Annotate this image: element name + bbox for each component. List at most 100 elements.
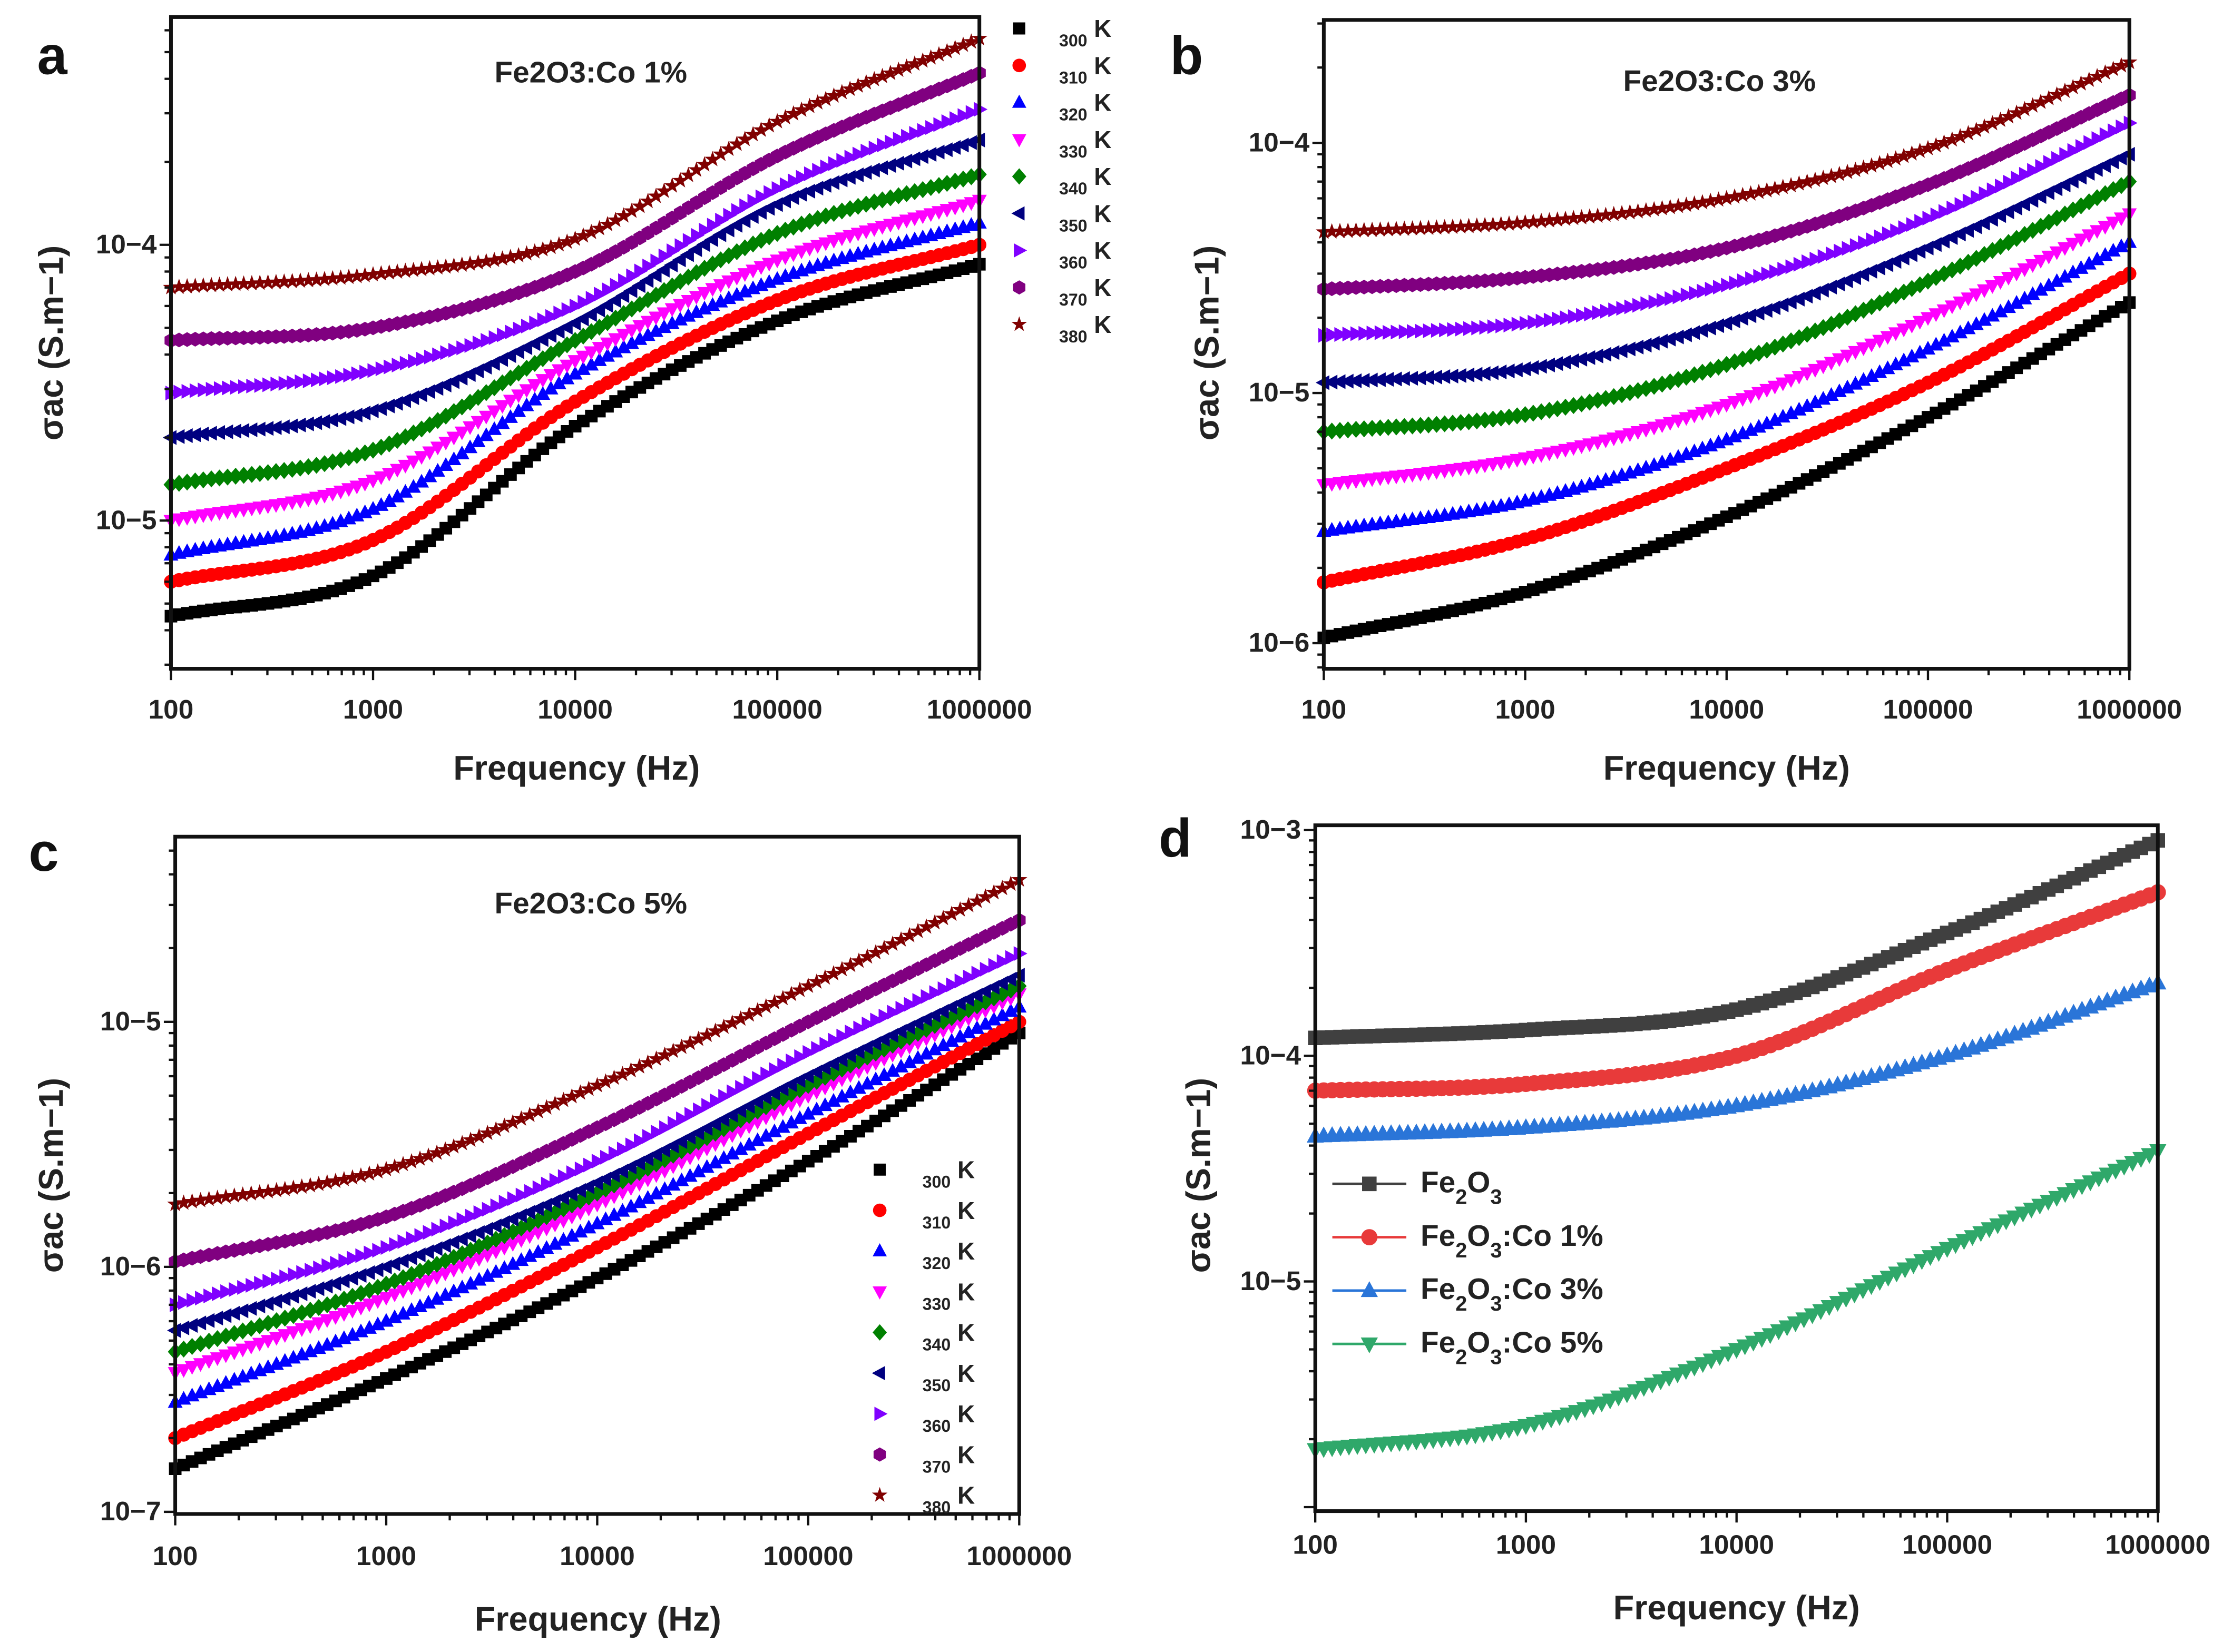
data-point <box>526 243 543 259</box>
data-point <box>179 278 195 294</box>
data-point <box>293 1178 310 1194</box>
data-point <box>753 261 769 275</box>
data-point <box>758 1128 774 1142</box>
data-point <box>1936 332 1952 347</box>
data-point <box>1501 363 1515 379</box>
data-point <box>850 167 864 182</box>
legend-item: Fe2O3:Co 3% <box>1332 1273 1603 1315</box>
data-point <box>931 144 945 160</box>
data-point <box>616 339 631 353</box>
data-point <box>313 1260 327 1275</box>
data-point <box>1712 280 1727 295</box>
data-point <box>796 170 810 185</box>
legend-item: 360 K <box>1014 237 1111 272</box>
data-point <box>935 910 952 926</box>
data-point <box>876 1067 892 1081</box>
data-point <box>851 1080 867 1094</box>
data-point <box>504 1114 521 1129</box>
data-point <box>1656 293 1670 308</box>
data-point <box>205 381 220 397</box>
data-point <box>201 1313 215 1328</box>
data-point <box>472 335 486 351</box>
x-tick-label: 1000 <box>1496 1530 1556 1560</box>
data-point <box>887 1005 901 1020</box>
data-point <box>1863 157 1880 173</box>
data-point <box>1364 372 1378 388</box>
data-point <box>456 340 471 356</box>
data-point <box>802 212 817 230</box>
data-point <box>1985 242 2000 259</box>
data-point <box>606 1207 622 1221</box>
data-point <box>1568 309 1582 324</box>
data-point <box>1455 321 1469 337</box>
data-point <box>519 397 534 411</box>
data-point <box>1348 373 1362 388</box>
data-point <box>825 965 842 981</box>
legend-marker-star-icon <box>1011 316 1027 331</box>
data-point <box>817 1081 833 1096</box>
data-point <box>1944 261 1960 279</box>
data-point <box>228 467 243 485</box>
data-point <box>955 199 971 213</box>
data-point <box>1606 205 1622 221</box>
data-point <box>188 472 203 490</box>
data-point <box>1509 362 1523 378</box>
data-point <box>1976 284 1992 298</box>
data-point <box>397 1234 412 1249</box>
data-point <box>522 1248 537 1262</box>
legend-marker-hexagon-icon <box>1013 280 1026 295</box>
data-point <box>423 1225 437 1240</box>
data-point <box>640 316 655 330</box>
data-point <box>1679 412 1694 426</box>
data-point <box>456 1212 471 1227</box>
data-point <box>503 395 518 409</box>
series-310-k <box>164 238 987 589</box>
data-point <box>1775 409 1790 423</box>
data-point <box>404 1302 419 1316</box>
data-point <box>497 1227 512 1244</box>
data-point <box>1678 196 1695 212</box>
data-point <box>1927 137 1944 153</box>
data-point <box>1809 251 1824 267</box>
data-point <box>1557 355 1571 370</box>
data-point <box>589 1077 605 1093</box>
data-point <box>1976 312 1992 326</box>
data-point <box>1944 131 1961 147</box>
x-axis-label: Frequency (Hz) <box>1613 1588 1860 1627</box>
data-point <box>1380 371 1394 387</box>
data-point <box>564 1211 580 1225</box>
data-point <box>268 1293 282 1309</box>
data-point <box>1670 329 1684 345</box>
data-point <box>1896 352 1912 367</box>
data-point <box>1687 366 1702 384</box>
data-point <box>729 135 745 151</box>
data-point <box>743 1075 758 1090</box>
data-point <box>1404 220 1421 236</box>
data-point <box>874 160 888 175</box>
data-point <box>1581 350 1595 365</box>
data-point <box>2001 272 2016 286</box>
data-point <box>1528 314 1542 330</box>
data-point <box>1640 296 1655 311</box>
data-point <box>741 1120 757 1134</box>
data-point <box>786 248 801 262</box>
data-point <box>917 123 931 138</box>
data-point <box>1953 296 1968 310</box>
data-point <box>2106 217 2121 231</box>
data-point <box>380 1240 395 1255</box>
series-group <box>1306 833 2167 1459</box>
data-point <box>585 291 600 306</box>
data-point <box>1984 115 2001 131</box>
data-point <box>1711 358 1726 376</box>
data-point <box>1671 415 1686 429</box>
data-point <box>707 1022 724 1038</box>
data-point <box>664 303 680 317</box>
data-point <box>325 488 340 502</box>
data-point <box>357 405 371 421</box>
data-point <box>1590 391 1606 409</box>
data-point <box>800 977 817 993</box>
y-axis-label: σac (S.m−1) <box>32 1078 70 1273</box>
data-point <box>581 1188 596 1206</box>
data-point <box>1356 373 1370 388</box>
data-point <box>531 1244 546 1258</box>
